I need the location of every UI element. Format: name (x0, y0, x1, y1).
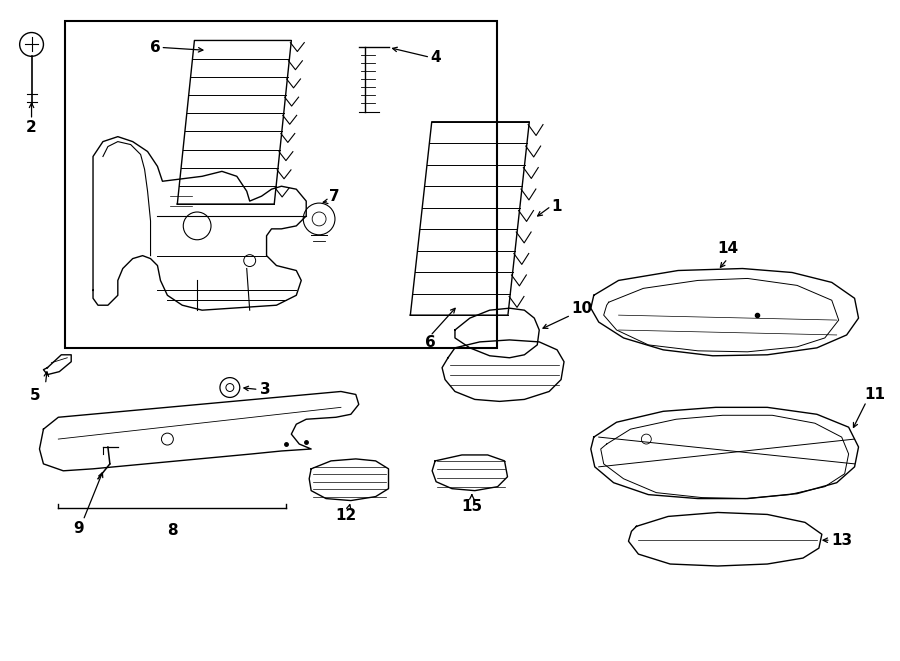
Bar (66, 20, 497, 348)
Text: 9: 9 (73, 521, 84, 536)
Text: 4: 4 (430, 50, 441, 65)
Text: 10: 10 (571, 301, 592, 316)
Text: 6: 6 (425, 335, 436, 350)
Text: 1: 1 (551, 198, 562, 214)
Text: 14: 14 (717, 241, 738, 256)
Text: 8: 8 (167, 524, 177, 538)
Text: 12: 12 (336, 508, 356, 524)
Text: 2: 2 (26, 120, 37, 135)
Text: 11: 11 (865, 387, 886, 402)
Text: 7: 7 (329, 188, 339, 204)
Text: 15: 15 (462, 498, 482, 514)
Text: 13: 13 (832, 533, 853, 548)
Circle shape (226, 383, 234, 391)
Text: 3: 3 (259, 382, 270, 397)
Text: 5: 5 (31, 387, 40, 403)
Text: 6: 6 (149, 40, 160, 55)
